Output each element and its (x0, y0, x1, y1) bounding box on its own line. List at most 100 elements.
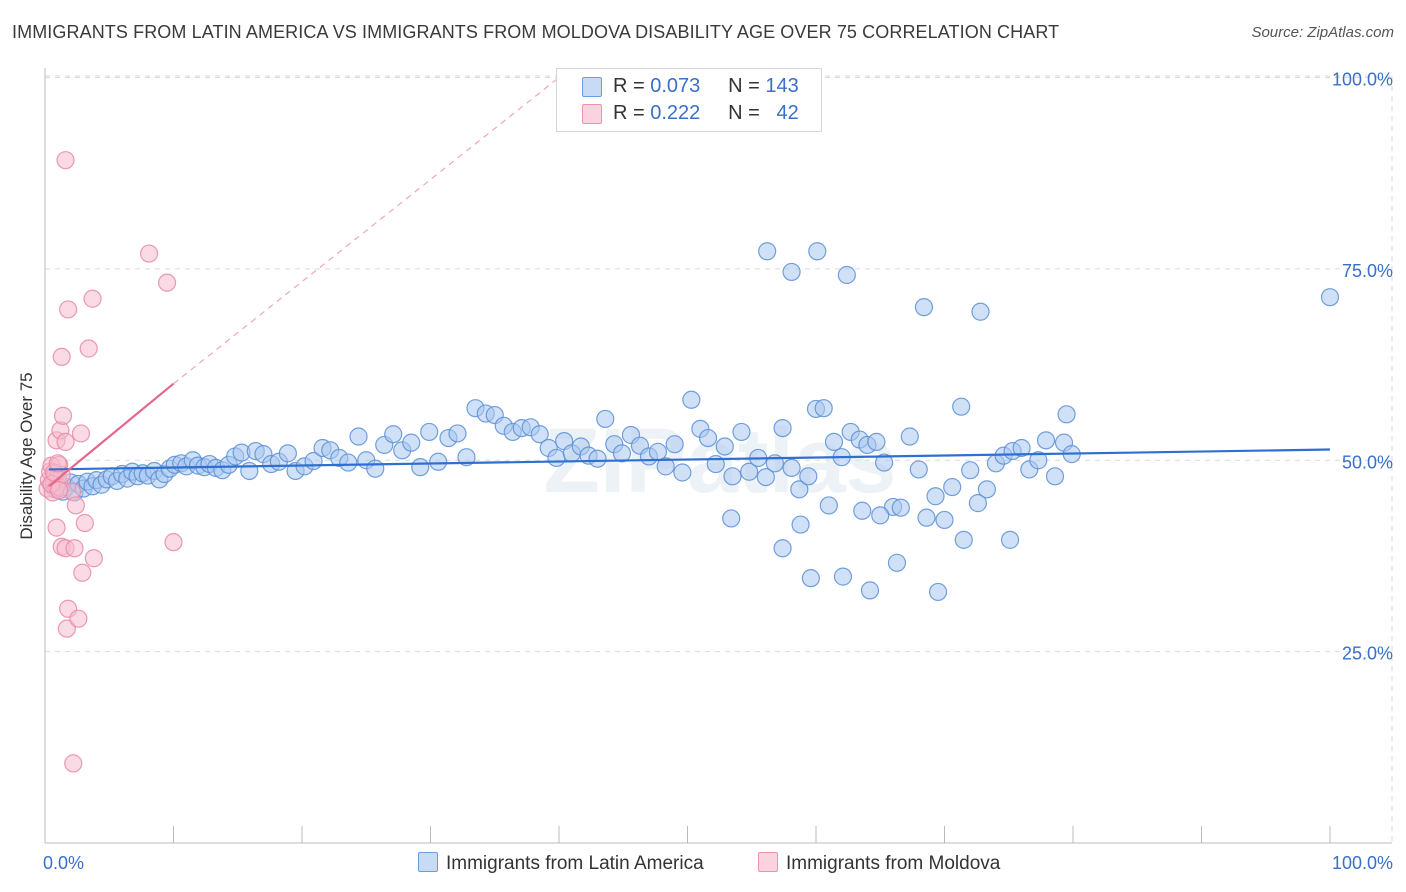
point-latin-america (819, 496, 838, 515)
point-latin-america (1045, 467, 1065, 486)
trend-lines (48, 77, 1331, 488)
bottom-legend-label: Immigrants from Moldova (786, 853, 1001, 874)
point-latin-america (914, 298, 934, 317)
point-moldova (64, 754, 83, 773)
point-latin-america (429, 452, 448, 471)
point-latin-america (891, 498, 910, 517)
point-moldova (53, 406, 73, 425)
point-latin-america (853, 501, 872, 520)
point-latin-america (961, 461, 980, 480)
point-latin-america (715, 437, 734, 456)
legend-r-value: 0.222 (650, 102, 701, 124)
point-latin-america (909, 460, 928, 479)
point-latin-america (673, 463, 692, 482)
point-latin-america (656, 457, 675, 476)
tick-labels: 25.0% 50.0% 75.0% 100.0% 0.0% 100.0% (43, 70, 1393, 874)
point-latin-america (952, 397, 971, 416)
point-latin-america (366, 459, 385, 478)
point-latin-america (790, 480, 809, 499)
point-latin-america (698, 428, 718, 448)
point-moldova (83, 289, 102, 308)
legend-n-value: 42 (776, 102, 799, 124)
point-latin-america (943, 477, 962, 497)
trend-line-moldova-extension (173, 77, 560, 385)
point-latin-america (758, 242, 777, 261)
point-latin-america (596, 409, 615, 429)
point-latin-america (1000, 530, 1020, 549)
y-axis-label: Disability Age Over 75 (17, 372, 36, 540)
x-tick-label: 0.0% (43, 853, 84, 873)
point-latin-america (791, 515, 810, 534)
point-moldova (56, 432, 75, 451)
trend-line-moldova (48, 382, 175, 488)
point-latin-america (349, 427, 368, 446)
point-latin-america (917, 508, 936, 527)
point-latin-america (665, 435, 684, 454)
point-latin-america (612, 444, 632, 463)
point-moldova (48, 454, 67, 473)
point-moldova (52, 347, 71, 367)
bottom-legend-swatch-blue (418, 852, 438, 872)
point-moldova (157, 273, 177, 292)
series-moldova (38, 151, 183, 773)
point-latin-america (1057, 405, 1076, 424)
point-moldova (69, 609, 88, 628)
point-latin-america (384, 425, 403, 444)
point-moldova (71, 424, 91, 443)
legend-n-value: 143 (765, 75, 799, 97)
point-latin-america (420, 422, 439, 442)
point-moldova (65, 539, 84, 558)
point-moldova (57, 619, 76, 638)
point-latin-america (875, 453, 894, 472)
point-latin-america (682, 390, 701, 409)
point-latin-america (968, 494, 988, 513)
point-latin-america (971, 302, 990, 321)
point-latin-america (240, 461, 259, 481)
point-latin-america (278, 444, 297, 463)
legend-swatch-blue (582, 77, 602, 97)
point-latin-america (1320, 288, 1340, 307)
point-latin-america (977, 480, 997, 499)
point-latin-america (782, 262, 801, 282)
point-latin-america (801, 569, 820, 588)
bottom-legend-moldova: Immigrants from Moldova (758, 852, 1000, 875)
y-tick-label: 75.0% (1342, 261, 1393, 281)
point-moldova (73, 563, 92, 582)
legend-r-label: R = (613, 102, 645, 124)
point-latin-america (740, 462, 759, 481)
point-latin-america (824, 432, 844, 451)
point-latin-america (457, 448, 476, 467)
point-latin-america (860, 581, 880, 600)
point-latin-america (887, 553, 907, 572)
point-latin-america (402, 433, 421, 452)
point-moldova (50, 481, 69, 500)
series-latin-america (42, 242, 1340, 602)
axes (44, 68, 1392, 844)
point-latin-america (928, 582, 948, 602)
point-moldova (139, 244, 159, 263)
point-latin-america (448, 424, 467, 443)
point-latin-america (954, 530, 973, 549)
point-latin-america (339, 453, 358, 472)
point-latin-america (799, 467, 818, 486)
chart-title: IMMIGRANTS FROM LATIN AMERICA VS IMMIGRA… (12, 22, 1060, 42)
point-moldova (84, 549, 103, 568)
point-latin-america (547, 448, 566, 468)
point-latin-america (773, 418, 792, 438)
point-latin-america (814, 399, 833, 418)
point-latin-america (926, 487, 945, 506)
bottom-legend-swatch-pink (758, 852, 778, 872)
legend-r-value: 0.073 (650, 75, 701, 97)
point-latin-america (1012, 438, 1031, 458)
trend-line-latin-america (48, 448, 1331, 471)
legend-n-label: N = (728, 75, 760, 97)
point-moldova (75, 513, 94, 533)
point-latin-america (756, 467, 775, 487)
point-latin-america (723, 467, 742, 486)
point-latin-america (411, 458, 430, 477)
point-latin-america (1036, 431, 1056, 450)
point-latin-america (867, 432, 886, 451)
bottom-legend-latin-america: Immigrants from Latin America (418, 852, 704, 875)
point-moldova (79, 339, 98, 358)
